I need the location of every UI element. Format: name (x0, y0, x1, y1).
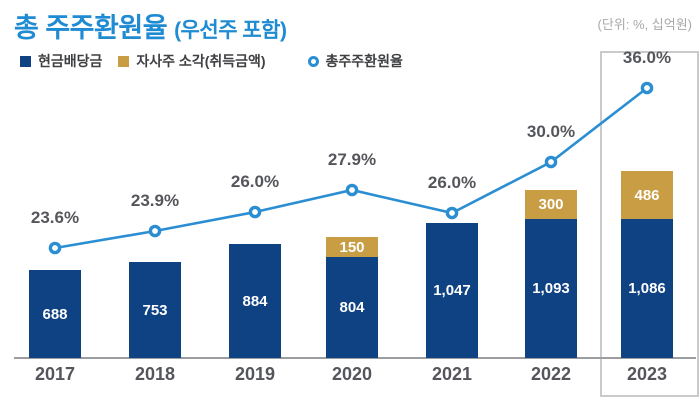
bar-value-label: 300 (538, 196, 564, 213)
line-marker-2022 (544, 155, 558, 169)
bar-buyback-2023: 486 (621, 171, 673, 219)
year-label-2023: 2023 (626, 364, 668, 384)
year-label-2017: 2017 (34, 364, 76, 384)
bar-cash-2017: 688 (29, 270, 81, 358)
bar-value-label: 753 (142, 301, 168, 319)
x-axis-line (14, 357, 696, 359)
rate-label-2022: 30.0% (526, 122, 576, 141)
line-marker-2019 (248, 205, 262, 219)
unit-note: (단위: %, 십억원) (597, 17, 692, 32)
legend-square-icon (118, 55, 130, 67)
rate-label-2017: 23.6% (30, 208, 80, 227)
bar-cash-2021: 1,047 (426, 223, 478, 358)
legend-item-2: 총주주환원율 (307, 51, 403, 71)
bar-value-label: 1,086 (628, 280, 666, 297)
legend-ring-icon (307, 55, 319, 67)
line-marker-2021 (445, 206, 459, 220)
bar-cash-2019: 884 (229, 244, 281, 358)
year-label-2022: 2022 (530, 364, 572, 384)
highlight-box-2023 (600, 51, 699, 397)
bar-value-label: 884 (242, 292, 268, 310)
rate-label-2020: 27.9% (327, 150, 377, 169)
line-marker-2017 (48, 241, 62, 255)
bar-buyback-2020: 150 (326, 237, 378, 257)
bar-value-label: 804 (339, 299, 365, 316)
year-label-2020: 2020 (331, 364, 373, 384)
page-title: 총 주주환원율 (우선주 포함) (14, 6, 287, 45)
rate-label-2021: 26.0% (427, 173, 477, 192)
year-label-2018: 2018 (134, 364, 176, 384)
rate-label-2018: 23.9% (130, 191, 180, 210)
legend-item-0: 현금배당금 (20, 51, 102, 71)
legend-label: 현금배당금 (38, 53, 103, 69)
bar-buyback-2022: 300 (525, 190, 577, 219)
legend-square-icon (20, 55, 31, 67)
title-suffix: (우선주 포함) (174, 19, 287, 42)
year-label-2021: 2021 (431, 364, 473, 384)
bar-cash-2020: 804 (326, 257, 378, 358)
legend-label: 총주주환원율 (325, 53, 403, 69)
title-main: 총 주주환원율 (14, 13, 168, 43)
bar-value-label: 1,047 (433, 282, 471, 299)
bar-cash-2018: 753 (129, 262, 181, 358)
rate-label-2019: 26.0% (230, 172, 280, 191)
legend-item-1: 자사주 소각(취득금액) (118, 51, 266, 71)
bar-cash-2022: 1,093 (525, 219, 577, 358)
bar-value-label: 688 (42, 305, 68, 323)
bar-cash-2023: 1,086 (621, 219, 673, 358)
rate-label-2023: 36.0% (622, 48, 672, 67)
line-marker-2023 (640, 81, 654, 95)
return-rate-line (54, 86, 648, 250)
bar-value-label: 150 (339, 238, 365, 256)
bar-value-label: 486 (634, 186, 660, 204)
bar-value-label: 1,093 (532, 280, 570, 297)
line-marker-2018 (148, 224, 162, 238)
legend: 현금배당금 자사주 소각(취득금액) 총주주환원율 (20, 51, 403, 71)
line-marker-2020 (345, 183, 359, 197)
legend-label: 자사주 소각(취득금액) (136, 53, 266, 69)
year-label-2019: 2019 (234, 364, 276, 384)
